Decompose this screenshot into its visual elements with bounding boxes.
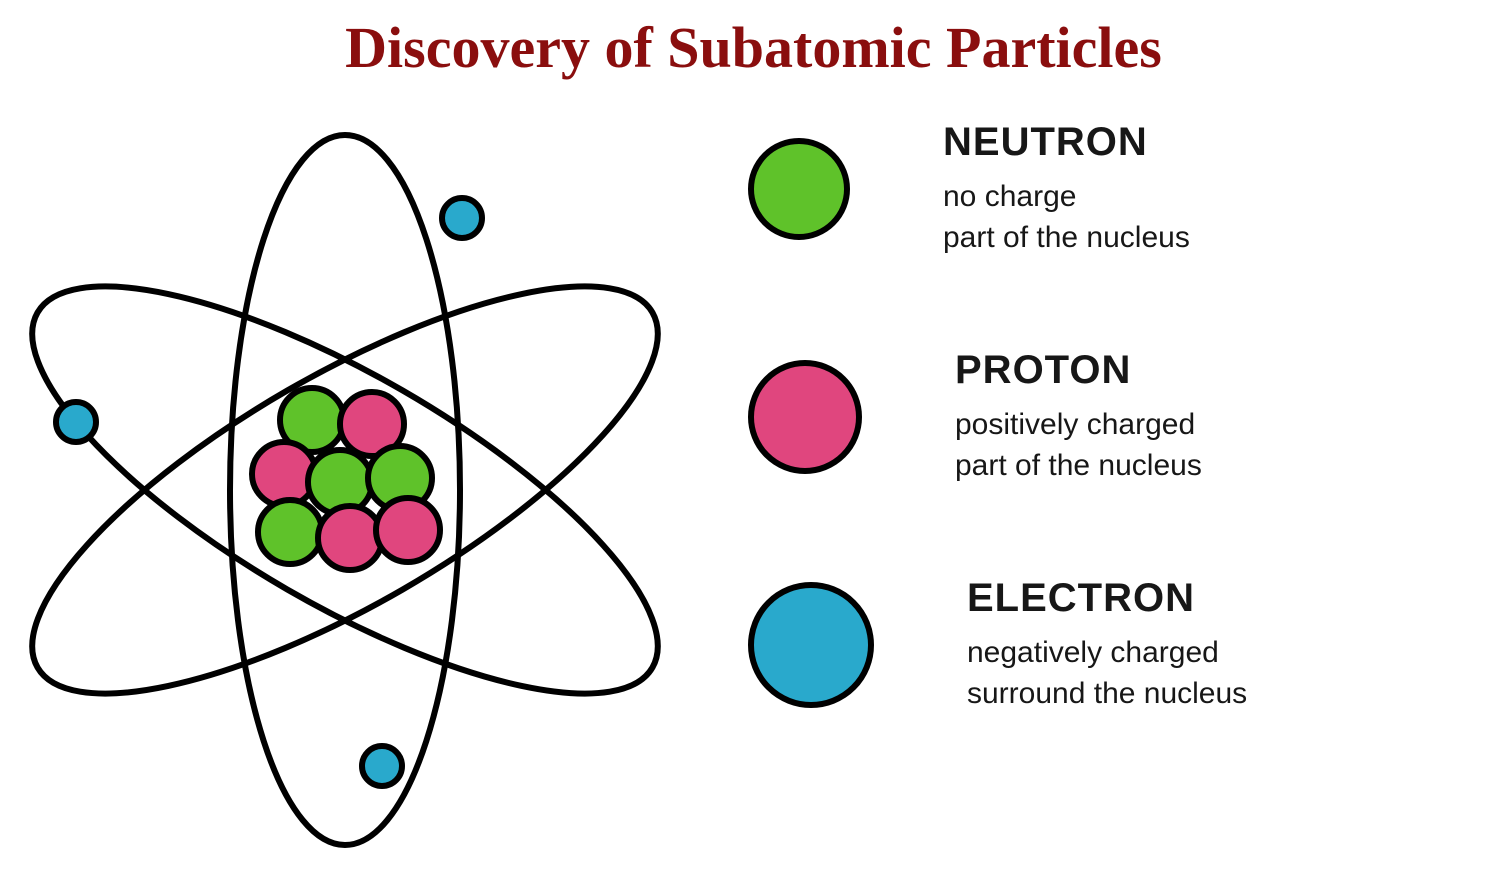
legend-desc-line: part of the nucleus bbox=[943, 221, 1190, 254]
atom-diagram bbox=[20, 110, 670, 860]
page-title: Discovery of Subatomic Particles bbox=[0, 14, 1507, 81]
electron-icon bbox=[745, 579, 877, 711]
proton-icon bbox=[745, 357, 865, 477]
legend-text-neutron: NEUTRON no charge part of the nucleus bbox=[943, 120, 1190, 258]
neutron-icon bbox=[745, 135, 853, 243]
legend-desc-line: no charge bbox=[943, 180, 1076, 213]
legend-item-electron: ELECTRON negatively charged surround the… bbox=[745, 576, 1465, 714]
legend-desc-electron: negatively charged surround the nucleus bbox=[967, 633, 1247, 714]
legend-text-electron: ELECTRON negatively charged surround the… bbox=[967, 576, 1247, 714]
legend-desc-proton: positively charged part of the nucleus bbox=[955, 405, 1202, 486]
legend-desc-line: part of the nucleus bbox=[955, 449, 1202, 482]
legend-label-electron: ELECTRON bbox=[967, 576, 1247, 621]
legend: NEUTRON no charge part of the nucleus PR… bbox=[745, 120, 1465, 804]
legend-text-proton: PROTON positively charged part of the nu… bbox=[955, 348, 1202, 486]
legend-desc-line: surround the nucleus bbox=[967, 677, 1247, 710]
legend-desc-line: positively charged bbox=[955, 408, 1195, 441]
legend-desc-neutron: no charge part of the nucleus bbox=[943, 177, 1190, 258]
legend-label-proton: PROTON bbox=[955, 348, 1202, 393]
legend-item-neutron: NEUTRON no charge part of the nucleus bbox=[745, 120, 1465, 258]
legend-label-neutron: NEUTRON bbox=[943, 120, 1190, 165]
legend-desc-line: negatively charged bbox=[967, 636, 1219, 669]
legend-item-proton: PROTON positively charged part of the nu… bbox=[745, 348, 1465, 486]
